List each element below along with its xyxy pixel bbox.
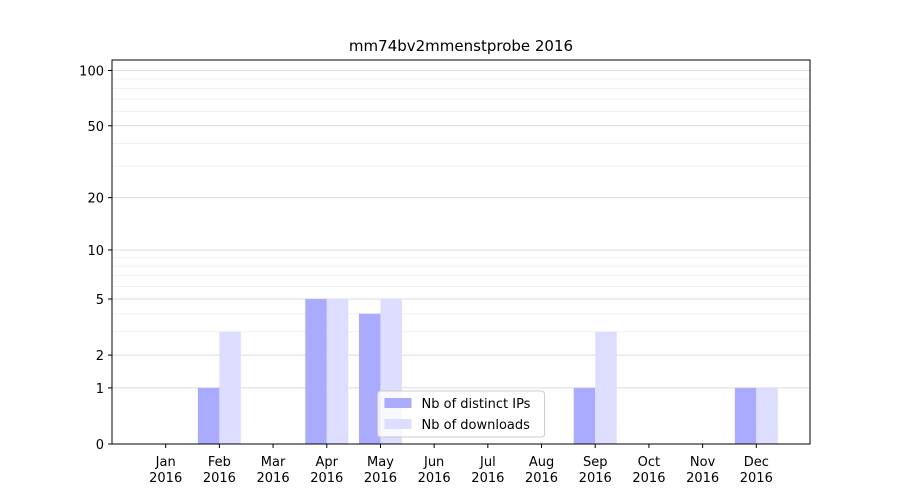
legend-label: Nb of distinct IPs	[422, 397, 531, 412]
y-tick-label: 100	[79, 65, 104, 80]
bar	[358, 313, 381, 444]
bar	[305, 298, 327, 444]
y-tick-label: 1	[96, 382, 104, 397]
y-tick-label: 50	[87, 120, 104, 135]
x-tick-label: Apr 2016	[310, 455, 343, 486]
bar	[756, 387, 778, 444]
x-tick-label: Aug 2016	[525, 455, 558, 486]
bar	[595, 331, 617, 444]
x-tick-label: Jul 2016	[471, 455, 504, 486]
bar	[573, 387, 596, 444]
x-tick-label: Sep 2016	[579, 455, 612, 486]
y-tick-label: 10	[87, 244, 104, 259]
x-tick-label: Mar 2016	[257, 455, 290, 486]
legend-swatch	[384, 419, 412, 429]
x-tick-label: Nov 2016	[686, 455, 719, 486]
legend-swatch	[384, 398, 412, 408]
x-tick-label: May 2016	[364, 455, 397, 486]
plot-frame	[111, 59, 811, 445]
y-tick-label: 2	[96, 349, 104, 364]
x-tick-label: Jan 2016	[149, 455, 182, 486]
bar	[326, 298, 349, 444]
bar	[197, 387, 220, 444]
x-tick-label: Dec 2016	[740, 455, 773, 486]
bar	[219, 331, 241, 444]
chart-title: mm74bv2mmenstprobe 2016	[349, 37, 573, 55]
y-tick-label: 20	[87, 192, 104, 207]
x-tick-label: Feb 2016	[203, 455, 236, 486]
x-tick-label: Jun 2016	[418, 455, 451, 486]
y-tick-label: 5	[96, 293, 104, 308]
legend-box	[377, 390, 545, 438]
y-tick-label: 0	[96, 438, 104, 453]
bar	[734, 387, 757, 444]
legend-label: Nb of downloads	[422, 418, 531, 433]
x-tick-label: Oct 2016	[632, 455, 665, 486]
